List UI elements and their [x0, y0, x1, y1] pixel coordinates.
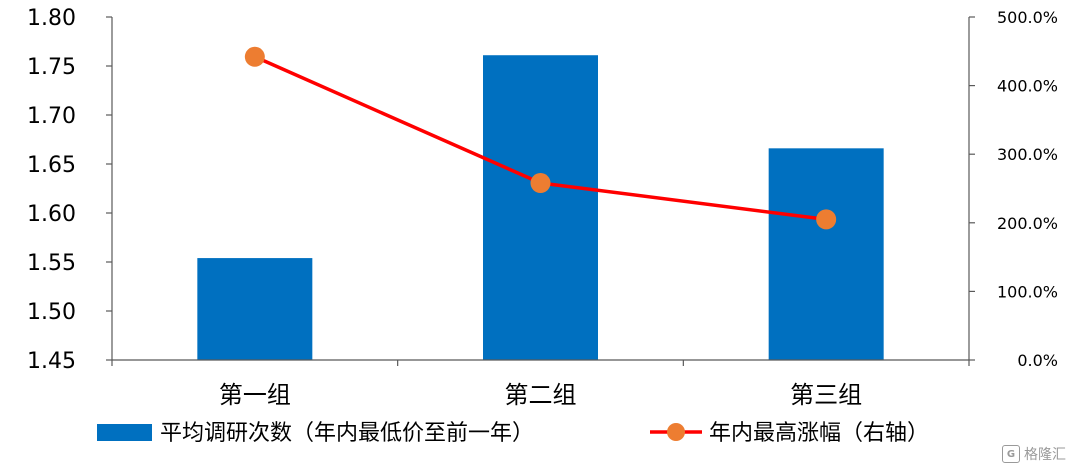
right-tick-label: 200.0%: [997, 214, 1058, 233]
right-tick-label: 500.0%: [997, 8, 1058, 27]
right-tick-label: 400.0%: [997, 77, 1058, 96]
left-tick-label: 1.75: [27, 55, 76, 80]
watermark-logo-icon: G: [1002, 445, 1020, 463]
x-category-label: 第二组: [505, 381, 577, 409]
bar-3: [768, 148, 884, 360]
left-tick-label: 1.60: [27, 202, 76, 227]
line-point-2: [530, 173, 551, 194]
left-tick-label: 1.50: [27, 300, 76, 325]
watermark-text: 格隆汇: [1024, 447, 1066, 463]
x-category-label: 第三组: [790, 381, 862, 409]
right-tick-label: 0.0%: [1017, 351, 1058, 370]
bar-2: [483, 55, 598, 360]
left-tick-label: 1.55: [27, 251, 76, 276]
left-tick-label: 1.80: [27, 6, 76, 31]
right-tick-label: 100.0%: [997, 282, 1058, 301]
plot-area: [197, 46, 884, 360]
legend-line-marker: [667, 423, 685, 441]
x-category-label: 第一组: [219, 381, 291, 409]
line-point-1: [244, 46, 265, 67]
left-tick-label: 1.45: [27, 349, 76, 374]
line-point-3: [816, 209, 837, 230]
axes: 1.45 1.50 1.55 1.60 1.65 1.70 1.75 1.80 0.0% 100.…: [27, 6, 1058, 409]
bar-1: [197, 258, 313, 360]
legend-bar-label: 平均调研次数（年内最低价至前一年）: [160, 421, 534, 446]
legend: 平均调研次数（年内最低价至前一年） 年内最高涨幅（右轴）: [97, 421, 929, 446]
watermark: G 格隆汇: [1002, 444, 1066, 464]
legend-line-label: 年内最高涨幅（右轴）: [709, 421, 929, 446]
right-tick-label: 300.0%: [997, 145, 1058, 164]
left-tick-label: 1.70: [27, 104, 76, 129]
legend-bar-swatch: [97, 424, 152, 441]
left-tick-label: 1.65: [27, 153, 76, 178]
